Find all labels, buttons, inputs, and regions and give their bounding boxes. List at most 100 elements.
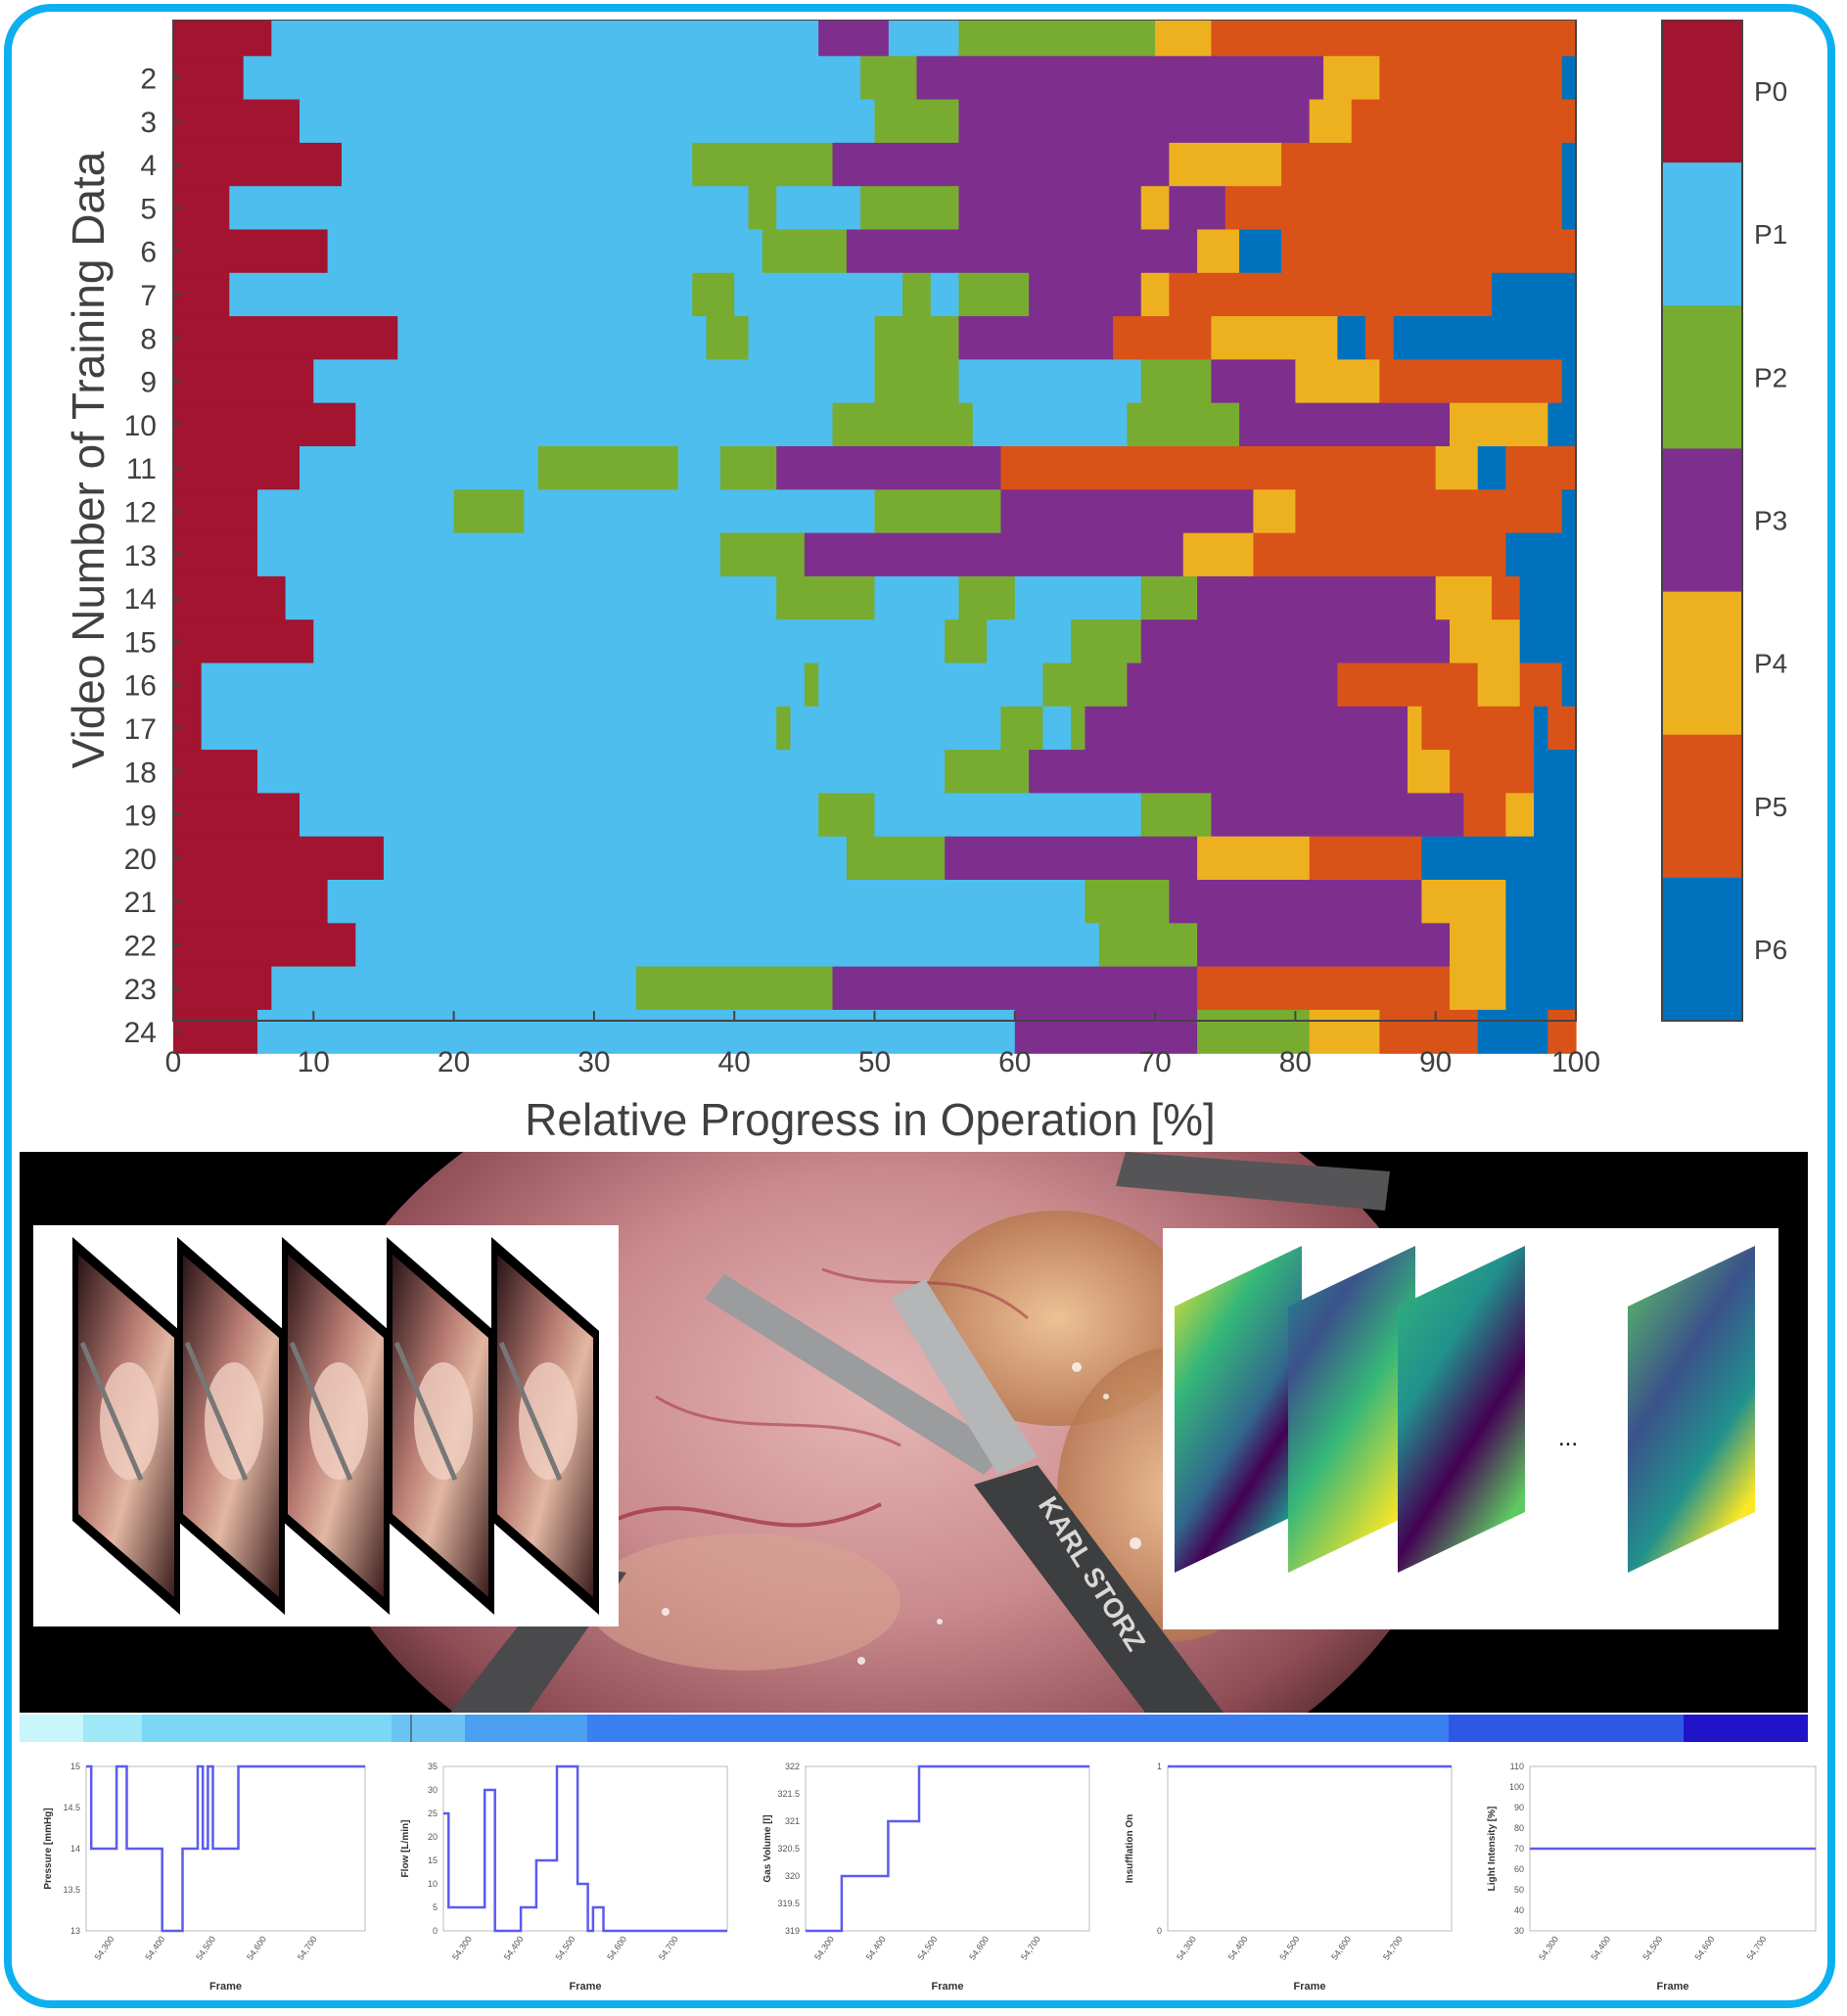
- gas-volume-plot: 322 321.5 321 320.5 320 319.5 319 Gas Volume [l…: [762, 1762, 1090, 1993]
- y-tick-label: 20: [124, 844, 157, 876]
- phase-cell: [173, 99, 300, 144]
- y-tick-label: 7: [140, 280, 157, 312]
- phase-cell: [1140, 359, 1213, 404]
- x-tick-label: 54,300: [1537, 1934, 1560, 1961]
- y-tick-label: 20: [428, 1832, 438, 1842]
- phase-cell: [874, 489, 1002, 534]
- phase-cell: [1450, 750, 1535, 794]
- figure: 2 3 4 5 6 7 8 9 10 11 12 13 14 15 16 17 18 19 20 21 22 23 24 0…: [20, 20, 1827, 1996]
- x-tick-label: 54,300: [1175, 1934, 1198, 1961]
- video-frame: [491, 1237, 599, 1615]
- phase-cell: [1211, 359, 1296, 404]
- y-axis-label: Insufflation On: [1125, 1814, 1135, 1884]
- y-tick-label: 100: [1509, 1782, 1524, 1792]
- phase-cell: [1140, 272, 1171, 317]
- y-tick-label: 90: [1514, 1803, 1524, 1812]
- y-tick-label: 50: [1514, 1885, 1524, 1895]
- y-axis-label: Flow [L/min]: [400, 1820, 411, 1878]
- y-tick-label: 80: [1514, 1823, 1524, 1833]
- y-tick-label: 17: [124, 713, 157, 746]
- phase-cell: [1534, 793, 1577, 838]
- phase-cell: [256, 532, 721, 577]
- phase-cell: [1253, 489, 1296, 534]
- phase-cell: [888, 20, 960, 57]
- x-axis-label: Frame: [1293, 1981, 1325, 1993]
- y-tick-label: 15: [428, 1856, 438, 1865]
- phase-cell: [1140, 793, 1213, 838]
- phase-cell: [173, 446, 300, 490]
- band-segment: [392, 1715, 466, 1742]
- phase-cell: [1029, 750, 1408, 794]
- phase-cell: [1505, 446, 1577, 490]
- phase-cell: [1450, 402, 1548, 447]
- feature-map: [1398, 1246, 1525, 1573]
- phase-cell: [1098, 923, 1198, 968]
- x-axis-label: Frame: [1656, 1981, 1688, 1993]
- y-tick-label: 10: [124, 410, 157, 442]
- flow-plot: 35 30 25 20 15 10 5 0 Flow [L/min] 54,300 54,400 54…: [400, 1762, 728, 1993]
- phase-cell: [299, 793, 819, 838]
- y-tick-label: 5: [140, 193, 157, 225]
- phase-cell: [537, 446, 679, 490]
- phase-cell: [256, 489, 455, 534]
- y-tick-label: 3: [140, 107, 157, 139]
- y-tick-label: 60: [1514, 1864, 1524, 1874]
- phase-cell: [945, 619, 988, 664]
- x-tick-label: 54,600: [1692, 1934, 1716, 1961]
- phase-cell: [635, 966, 834, 1011]
- x-tick-label: 54,600: [605, 1934, 628, 1961]
- y-tick-label: 13: [70, 1926, 80, 1936]
- phase-cell: [285, 575, 777, 620]
- series-line: [443, 1764, 727, 1933]
- phase-cell: [1155, 20, 1213, 57]
- x-tick-label: 54,300: [93, 1934, 116, 1961]
- y-tick-label: 30: [1514, 1926, 1524, 1936]
- phase-cell: [1014, 1009, 1198, 1054]
- x-axis-label: Frame: [209, 1981, 242, 1993]
- phase-cell: [748, 186, 777, 231]
- phase-cell: [832, 966, 1198, 1011]
- y-tick-label: 14.5: [63, 1803, 80, 1812]
- phase-cell: [692, 142, 834, 187]
- phase-cell: [173, 923, 356, 968]
- phase-cell: [916, 56, 1324, 101]
- x-tick-label: 54,500: [1640, 1934, 1664, 1961]
- legend-label: P1: [1754, 219, 1787, 250]
- y-tick-label: 321: [785, 1816, 800, 1826]
- phase-cell: [1211, 793, 1464, 838]
- phase-cell: [1309, 99, 1353, 144]
- x-tick-label: 54,400: [864, 1934, 888, 1961]
- video-frame: [72, 1237, 180, 1615]
- phase-cell: [299, 446, 539, 490]
- y-tick-label: 12: [124, 496, 157, 528]
- phase-cell: [173, 316, 398, 360]
- x-tick-label: 50: [858, 1046, 891, 1078]
- y-tick-label: 0: [433, 1926, 438, 1936]
- x-tick-label: 54,300: [450, 1934, 474, 1961]
- phase-cell: [874, 316, 960, 360]
- phase-cell: [1547, 402, 1577, 447]
- phase-cell: [1127, 402, 1240, 447]
- phase-cell: [776, 706, 792, 751]
- x-axis-label: Frame: [931, 1981, 963, 1993]
- plot-frame: [1167, 1765, 1453, 1932]
- y-tick-label: 320: [785, 1871, 800, 1881]
- phase-cell: [1140, 575, 1198, 620]
- phase-cell: [1561, 663, 1577, 708]
- vessel: [655, 1395, 901, 1447]
- y-tick-label: 16: [124, 670, 157, 703]
- phase-cell: [1309, 1009, 1380, 1054]
- phase-cell: [818, 793, 876, 838]
- x-tick-label: 54,400: [502, 1934, 526, 1961]
- video-frames-stack: [72, 1237, 599, 1615]
- phase-cell: [776, 186, 861, 231]
- series-line: [86, 1764, 365, 1933]
- legend-swatch: [1662, 448, 1742, 593]
- phase-cell: [1379, 1009, 1479, 1054]
- phase-cell: [173, 575, 287, 620]
- phase-cell: [804, 663, 819, 708]
- phase-cell: [1211, 20, 1577, 57]
- vessel: [821, 1267, 1029, 1320]
- phase-cell: [1000, 446, 1437, 490]
